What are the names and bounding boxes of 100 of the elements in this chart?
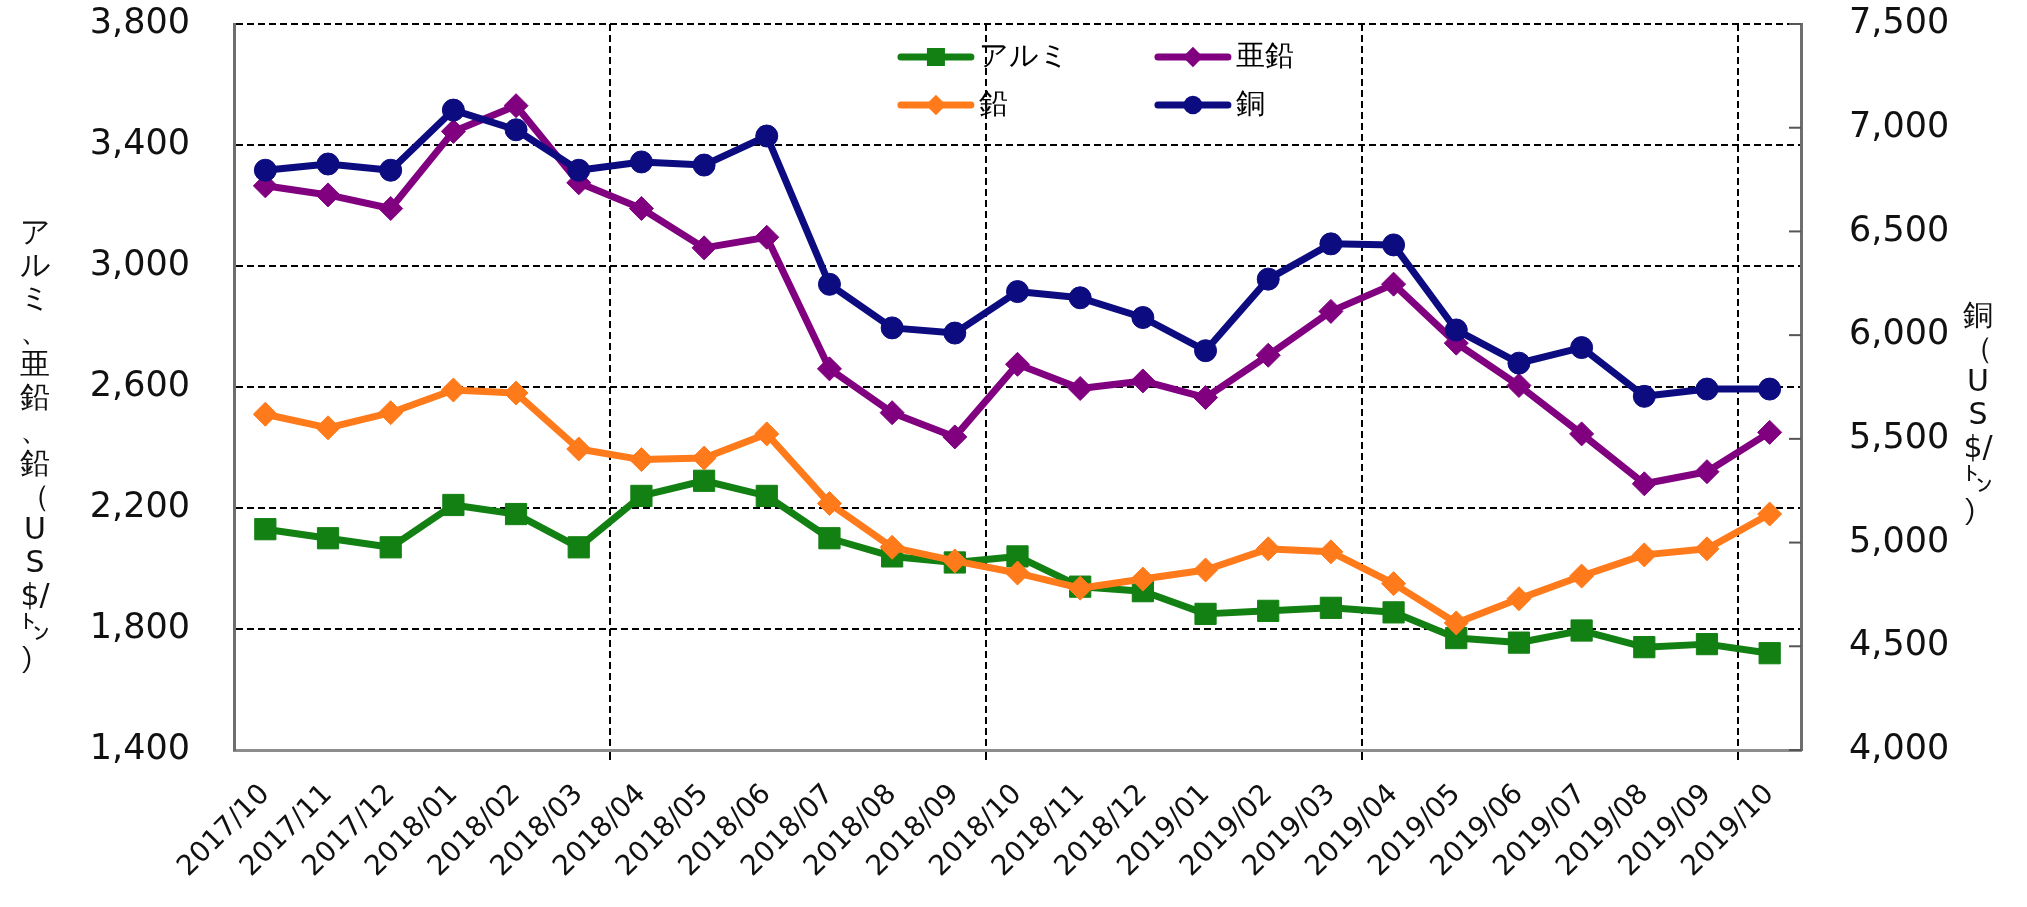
- y2-tick-label: 7,000: [1849, 104, 1950, 145]
- point: [755, 124, 779, 148]
- point: [1444, 318, 1468, 342]
- point: [1443, 610, 1469, 636]
- point: [1695, 633, 1719, 656]
- point: [1318, 298, 1344, 324]
- point: [880, 316, 904, 340]
- point: [253, 158, 277, 182]
- point: [1257, 599, 1280, 622]
- point: [816, 490, 842, 516]
- point: [1255, 342, 1281, 368]
- point: [1068, 286, 1092, 310]
- point: [567, 158, 591, 182]
- point: [1194, 602, 1217, 625]
- point: [754, 224, 780, 250]
- point: [379, 536, 402, 559]
- point: [378, 400, 404, 426]
- point: [316, 527, 340, 550]
- y-tick-label: 3,400: [89, 122, 190, 163]
- point: [1318, 539, 1344, 565]
- y2-tick-label: 5,500: [1849, 415, 1950, 456]
- point: [503, 93, 529, 119]
- point: [1193, 385, 1219, 411]
- point: [879, 534, 905, 560]
- point: [315, 182, 341, 208]
- point: [1758, 642, 1781, 665]
- point: [1382, 601, 1405, 624]
- point: [1633, 636, 1656, 659]
- point: [1694, 459, 1720, 485]
- point: [504, 118, 528, 142]
- point: [566, 436, 592, 462]
- y2-axis-title: 銅（US$/㌧）: [1962, 297, 1994, 530]
- point: [1695, 377, 1719, 401]
- point: [1255, 536, 1281, 562]
- point: [1193, 557, 1219, 583]
- point: [1694, 536, 1720, 562]
- point: [1506, 372, 1532, 398]
- y-tick-label: 3,800: [89, 1, 190, 42]
- point: [943, 321, 967, 345]
- point: [1507, 351, 1531, 375]
- point: [1130, 566, 1156, 592]
- y-tick-label: 3,000: [89, 243, 190, 284]
- point: [1194, 339, 1218, 363]
- point: [504, 502, 528, 526]
- y2-tick-label: 7,500: [1849, 1, 1950, 42]
- y2-tick-label: 6,500: [1849, 208, 1950, 249]
- point: [629, 150, 653, 174]
- point: [567, 536, 590, 559]
- point: [1758, 377, 1782, 401]
- y2-tick-label: 4,000: [1849, 727, 1950, 768]
- point: [628, 196, 654, 222]
- point: [1005, 560, 1030, 586]
- point: [1631, 542, 1657, 568]
- point: [879, 400, 905, 426]
- point: [1130, 368, 1156, 394]
- point: [1131, 306, 1155, 330]
- point: [1507, 631, 1531, 654]
- point: [1067, 376, 1093, 402]
- point: [1506, 586, 1532, 612]
- point: [755, 484, 778, 508]
- point: [316, 152, 340, 176]
- point: [1757, 419, 1783, 445]
- point: [691, 235, 717, 261]
- y-tick-label: 1,400: [89, 727, 190, 768]
- y-tick-label: 2,600: [89, 364, 190, 405]
- point: [692, 469, 716, 492]
- point: [817, 272, 841, 296]
- point: [630, 484, 653, 508]
- point: [440, 118, 466, 144]
- text: アルミ、亜鉛、鉛（US$/㌧）: [19, 214, 51, 678]
- y2-tick-label: 5,000: [1849, 519, 1950, 560]
- point: [1319, 596, 1343, 619]
- point: [378, 196, 404, 222]
- point: [754, 421, 780, 447]
- point: [1569, 421, 1595, 447]
- point: [1005, 351, 1030, 377]
- y2-tick-label: 6,000: [1849, 312, 1950, 353]
- point: [692, 153, 716, 177]
- point: [1757, 501, 1783, 527]
- point: [1631, 471, 1657, 497]
- legend-label: 亜鉛: [1235, 37, 1294, 72]
- point: [440, 377, 466, 403]
- point: [1570, 336, 1594, 360]
- point: [942, 424, 968, 450]
- point: [315, 415, 341, 441]
- point: [628, 447, 654, 473]
- point: [1381, 271, 1407, 297]
- point: [379, 158, 403, 182]
- y2-tick-label: 4,500: [1849, 623, 1950, 664]
- y-tick-label: 2,200: [89, 485, 190, 526]
- point: [252, 401, 278, 427]
- point: [1569, 563, 1595, 589]
- legend-label: アルミ: [978, 37, 1069, 72]
- point: [1570, 619, 1593, 642]
- point: [1382, 233, 1406, 257]
- point: [442, 493, 465, 517]
- point: [818, 527, 841, 550]
- point: [816, 356, 842, 382]
- point: [1006, 280, 1029, 304]
- y-tick-label: 1,800: [89, 606, 190, 647]
